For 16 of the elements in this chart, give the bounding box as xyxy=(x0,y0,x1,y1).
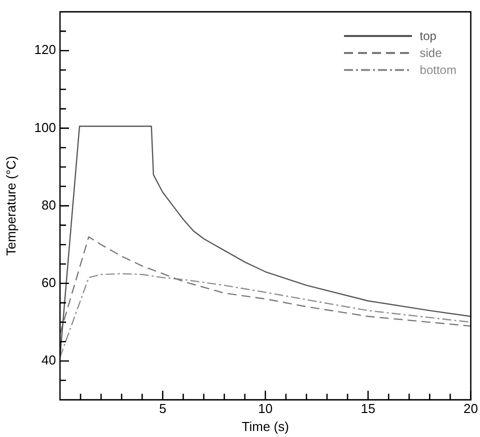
x-tick-label: 10 xyxy=(258,401,273,416)
text: side xyxy=(420,46,442,60)
y-axis-title: Temperature (°C) xyxy=(3,156,18,256)
text: top xyxy=(420,29,436,44)
x-tick-label: 20 xyxy=(464,401,478,416)
text: bottom xyxy=(420,63,456,78)
y-tick-label: 120 xyxy=(34,42,56,58)
x-axis-title: Time (s) xyxy=(242,418,289,434)
y-tick-label: 80 xyxy=(42,197,56,212)
x-tick-label: 15 xyxy=(360,401,376,416)
line-series xyxy=(60,273,471,358)
y-tick-label: 40 xyxy=(42,352,56,368)
y-tick-label: 100 xyxy=(34,120,56,135)
line-series xyxy=(60,236,471,334)
y-tick-label: 60 xyxy=(42,274,56,290)
x-tick-label: 5 xyxy=(159,401,166,416)
